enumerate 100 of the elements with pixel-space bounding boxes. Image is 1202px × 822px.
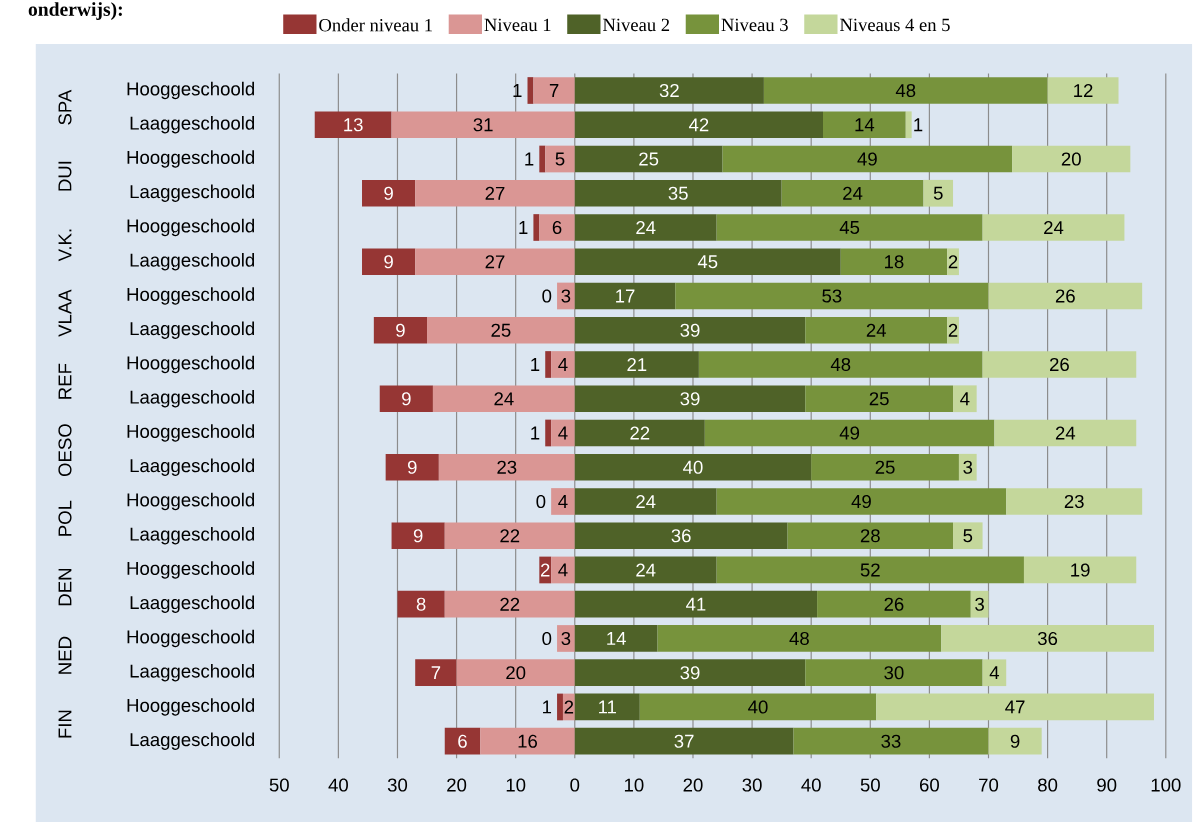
y-tick-label: Laaggeschoold (130, 732, 255, 750)
bar (923, 179, 954, 207)
bar (432, 385, 575, 413)
data-label: 24 (1055, 426, 1076, 440)
data-label: 26 (884, 597, 904, 611)
data-label: 2 (564, 700, 574, 714)
data-label: 21 (627, 358, 647, 372)
data-label: 45 (839, 221, 860, 235)
text: POL (58, 500, 72, 536)
y-tick-label: Hooggeschoold (127, 698, 255, 716)
data-label: 22 (500, 597, 520, 611)
bar (574, 179, 782, 207)
bar (574, 453, 812, 481)
data-label: 47 (1005, 700, 1025, 714)
bar (574, 282, 676, 310)
text: onderwijs): (28, 2, 122, 20)
text: V.K. (58, 229, 72, 262)
bar (988, 282, 1143, 310)
bar (805, 316, 948, 344)
bar (716, 214, 983, 241)
bar (557, 693, 563, 721)
bar (657, 625, 942, 652)
data-label: 5 (933, 186, 943, 200)
bar (988, 727, 1042, 755)
data-label: 4 (558, 495, 568, 508)
bar (639, 693, 877, 721)
legend-label: Niveaus 4 en 5 (840, 18, 950, 32)
x-tick-label: 10 (506, 778, 526, 792)
bar (574, 590, 818, 618)
data-label: 39 (680, 666, 700, 680)
bar (574, 693, 640, 721)
bar (947, 248, 959, 276)
x-tick-label: 10 (624, 778, 644, 792)
data-label: 4 (989, 666, 1000, 680)
data-label: 6 (552, 220, 562, 235)
legend-label: Niveau 1 (484, 18, 551, 32)
bar (444, 590, 575, 618)
bar (362, 179, 416, 207)
y-tick-label: Laaggeschoold (130, 253, 255, 271)
data-label: 6 (458, 734, 467, 748)
data-label: 3 (975, 597, 984, 611)
data-label: 16 (518, 734, 538, 748)
text: SPA (58, 89, 72, 125)
bar (574, 145, 723, 173)
data-label: 48 (830, 357, 851, 372)
text: REF (58, 363, 72, 399)
bar (533, 214, 540, 241)
bar (314, 111, 392, 139)
x-tick-label: 30 (742, 778, 762, 792)
bar (574, 385, 806, 413)
data-label: 25 (491, 323, 511, 337)
text: DUI (58, 161, 72, 191)
bar (557, 282, 575, 310)
data-label: 1 (525, 152, 534, 166)
data-label: 20 (1061, 152, 1081, 166)
y-tick-label: Hooggeschoold (127, 492, 255, 511)
data-label: 26 (1050, 357, 1069, 372)
bar (415, 179, 575, 207)
bar (675, 282, 989, 310)
data-label: 3 (561, 631, 571, 646)
legend-label: Onder niveau 1 (319, 18, 432, 32)
legend-label: Niveau 3 (721, 18, 788, 32)
bar (551, 419, 575, 447)
data-label: 19 (1071, 563, 1090, 577)
text: NED (58, 636, 72, 674)
x-tick-label: 40 (801, 778, 821, 792)
data-label: 4 (960, 392, 970, 406)
data-label: 18 (885, 255, 904, 269)
x-tick-label: 100 (1151, 778, 1181, 792)
data-label: 9 (413, 529, 423, 543)
data-label: 26 (1055, 289, 1075, 303)
bar (941, 625, 1154, 652)
bar (905, 111, 912, 139)
bar (574, 111, 824, 139)
bar (385, 453, 439, 481)
bar (574, 522, 788, 550)
data-label: 20 (506, 666, 526, 680)
bar (953, 385, 977, 413)
bar (574, 248, 841, 276)
text: FIN (58, 710, 72, 738)
data-label: 39 (680, 323, 700, 337)
data-label: 9 (407, 460, 417, 474)
data-label: 0 (536, 494, 546, 509)
bar (427, 316, 575, 344)
y-tick-label: Laaggeschoold (130, 390, 255, 408)
data-label: 5 (555, 152, 565, 166)
x-tick-label: 20 (683, 778, 703, 792)
y-tick-label: Laaggeschoold (130, 664, 255, 682)
data-label: 27 (485, 186, 505, 200)
bar (557, 625, 575, 652)
bar (533, 77, 575, 104)
bar (574, 77, 764, 104)
bar (373, 316, 428, 344)
text: VLAA (58, 289, 72, 337)
bar (551, 556, 575, 584)
bar (982, 214, 1125, 241)
text: OESO (58, 424, 72, 477)
data-label: 11 (599, 700, 617, 714)
y-tick-label: Hooggeschoold (127, 287, 255, 305)
data-label: 9 (402, 392, 411, 406)
